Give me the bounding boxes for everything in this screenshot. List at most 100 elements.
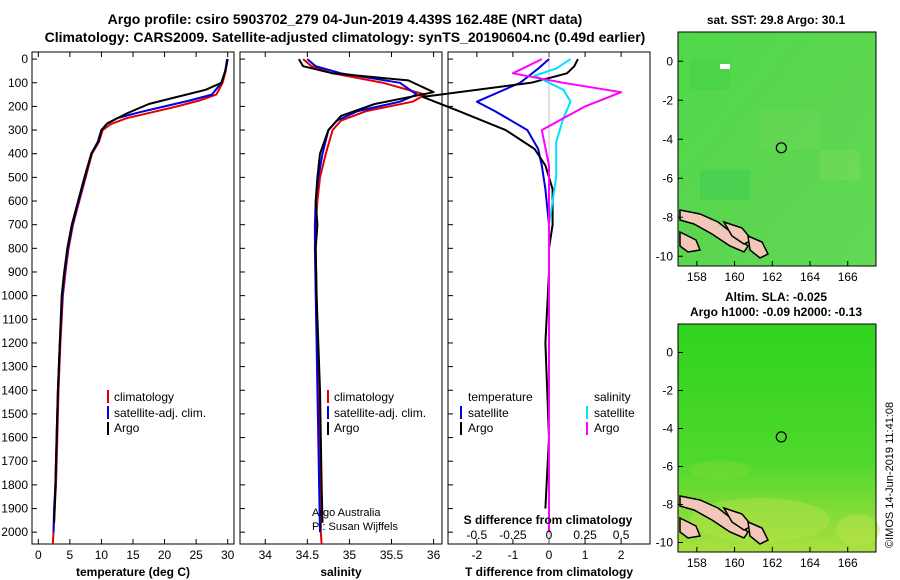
imos-watermark: ©IMOS 14-Jun-2019 11:41:08 xyxy=(884,402,896,548)
series-line-difference-1 xyxy=(421,58,579,509)
s-difference-tick-label: 0.25 xyxy=(573,528,597,542)
map-y-tick-label: -10 xyxy=(656,249,674,263)
salinity-legend: climatology satellite-adj. clim. Argo Ar… xyxy=(312,390,426,533)
sla-map-frame xyxy=(677,323,877,553)
map-x-tick-label: 164 xyxy=(800,270,820,284)
salinity-x-tick-label: 34 xyxy=(259,548,273,562)
s-difference-tick-label: -0.5 xyxy=(467,528,488,542)
depth-tick-label: 1900 xyxy=(1,502,28,516)
depth-tick-label: 1400 xyxy=(1,383,28,397)
temperature-x-tick-label: 5 xyxy=(67,548,74,562)
difference-x-tick-label: 1 xyxy=(582,548,589,562)
map-y-tick-label: -10 xyxy=(656,536,674,550)
sla-map-axes: 158 160 162 164 166 0 -2 -4 -6 -8 -10 xyxy=(656,346,858,571)
map-y-tick-label: -6 xyxy=(662,171,673,185)
map-x-tick-label: 162 xyxy=(762,270,782,284)
series-line-difference-3 xyxy=(511,58,623,533)
depth-tick-label: 1700 xyxy=(1,454,28,468)
figure-title-line1: Argo profile: csiro 5903702_279 04-Jun-2… xyxy=(108,11,583,27)
map-y-tick-label: -8 xyxy=(662,498,673,512)
sst-map-frame xyxy=(677,31,877,267)
temperature-x-axis-label: temperature (deg C) xyxy=(76,565,190,579)
series-line-salinity-2 xyxy=(298,58,435,523)
salinity-x-tick-label: 35.5 xyxy=(380,548,404,562)
depth-tick-label: 2000 xyxy=(1,525,28,539)
legend-temperature-header: temperature xyxy=(468,390,533,404)
sst-map-cloud-mask xyxy=(720,64,730,69)
map-y-tick-label: -4 xyxy=(662,422,673,436)
map-x-tick-label: 158 xyxy=(687,556,707,570)
difference-x-tick-label: -1 xyxy=(508,548,519,562)
temperature-legend: climatology satellite-adj. clim. Argo xyxy=(107,390,206,435)
s-difference-title: S difference from climatology xyxy=(464,513,633,527)
sla-map-argo-location-marker xyxy=(775,431,787,443)
difference-legend: temperature satellite Argo salinity sate… xyxy=(460,390,635,435)
sst-map-title: sat. SST: 29.8 Argo: 30.1 xyxy=(707,13,846,27)
legend-satellite-label: satellite-adj. clim. xyxy=(334,406,426,420)
temperature-x-tick-label: 20 xyxy=(158,548,172,562)
depth-tick-label: 0 xyxy=(21,52,28,66)
temperature-x-tick-label: 25 xyxy=(189,548,203,562)
series-line-temperature-1 xyxy=(52,58,229,533)
series-line-temperature-2 xyxy=(53,58,229,523)
difference-x-tick-label: -2 xyxy=(472,548,483,562)
depth-tick-label: 1200 xyxy=(1,336,28,350)
depth-tick-label: 1100 xyxy=(2,312,28,326)
legend-argo-label: Argo xyxy=(114,421,140,435)
map-y-tick-label: -2 xyxy=(662,384,673,398)
map-y-tick-label: -2 xyxy=(662,93,673,107)
map-y-tick-label: -8 xyxy=(662,210,673,224)
depth-tick-label: 700 xyxy=(8,218,28,232)
salinity-panel: 34 34.5 35 35.5 36 salinity xyxy=(259,52,441,579)
s-difference-ticks: -0.5 -0.25 0 0.25 0.5 xyxy=(467,528,630,542)
map-x-tick-label: 160 xyxy=(725,270,745,284)
legend-sal-argo-label: Argo xyxy=(594,421,620,435)
depth-tick-label: 300 xyxy=(8,123,28,137)
map-y-tick-label: -4 xyxy=(662,132,673,146)
depth-axis: 0 100 200 300 400 500 600 700 800 900 1000 1100 1200… xyxy=(1,52,453,539)
salinity-x-tick-label: 35 xyxy=(343,548,357,562)
depth-tick-label: 500 xyxy=(8,170,28,184)
salinity-x-tick-label: 36 xyxy=(427,548,441,562)
salinity-x-axis-label: salinity xyxy=(320,565,362,579)
map-y-tick-label: 0 xyxy=(666,54,673,68)
depth-tick-label: 1800 xyxy=(1,478,28,492)
depth-tick-label: 800 xyxy=(8,241,28,255)
depth-tick-label: 1000 xyxy=(1,289,28,303)
legend-satellite-label: satellite-adj. clim. xyxy=(114,406,206,420)
legend-climatology-label: climatology xyxy=(334,390,394,404)
sst-map-island xyxy=(722,220,754,245)
map-x-tick-label: 166 xyxy=(838,556,858,570)
map-x-tick-label: 164 xyxy=(800,556,820,570)
credit-line2: PI: Susan Wijffels xyxy=(312,521,398,533)
credit-line1: Argo Australia xyxy=(312,507,381,519)
sla-map-island xyxy=(679,495,749,539)
series-line-difference-2 xyxy=(533,58,572,533)
legend-climatology-label: climatology xyxy=(114,390,174,404)
sst-map-island xyxy=(679,209,749,253)
difference-panel: -2 -1 0 1 2 T difference from climatology xyxy=(421,52,633,579)
sla-map-title-line1: Altim. SLA: -0.025 xyxy=(725,290,827,304)
sla-map-island xyxy=(747,520,770,545)
map-x-tick-label: 158 xyxy=(687,270,707,284)
sst-map-axes: 158 160 162 164 166 0 -2 -4 -6 -8 -10 xyxy=(656,54,858,284)
sst-map-texture xyxy=(690,60,860,200)
difference-x-axis-label: T difference from climatology xyxy=(465,565,633,579)
depth-tick-label: 200 xyxy=(8,99,28,113)
s-difference-tick-label: -0.25 xyxy=(499,528,527,542)
legend-argo-label: Argo xyxy=(334,421,360,435)
depth-tick-label: 1600 xyxy=(1,431,28,445)
sst-map: sat. SST: 29.8 Argo: 30.1 158 160 162 164 16… xyxy=(656,13,877,284)
depth-tick-label: 100 xyxy=(8,76,28,90)
temperature-x-tick-label: 15 xyxy=(126,548,140,562)
legend-temp-satellite-label: satellite xyxy=(468,406,509,420)
depth-tick-label: 1500 xyxy=(1,407,28,421)
figure-title-line2: Climatology: CARS2009. Satellite-adjuste… xyxy=(45,29,646,45)
sst-map-island xyxy=(747,234,770,259)
legend-temp-argo-label: Argo xyxy=(468,421,494,435)
temperature-x-tick-label: 30 xyxy=(221,548,235,562)
depth-tick-label: 600 xyxy=(8,194,28,208)
series-line-temperature-0 xyxy=(51,58,229,545)
difference-x-tick-label: 2 xyxy=(618,548,625,562)
sst-map-island xyxy=(679,230,702,253)
